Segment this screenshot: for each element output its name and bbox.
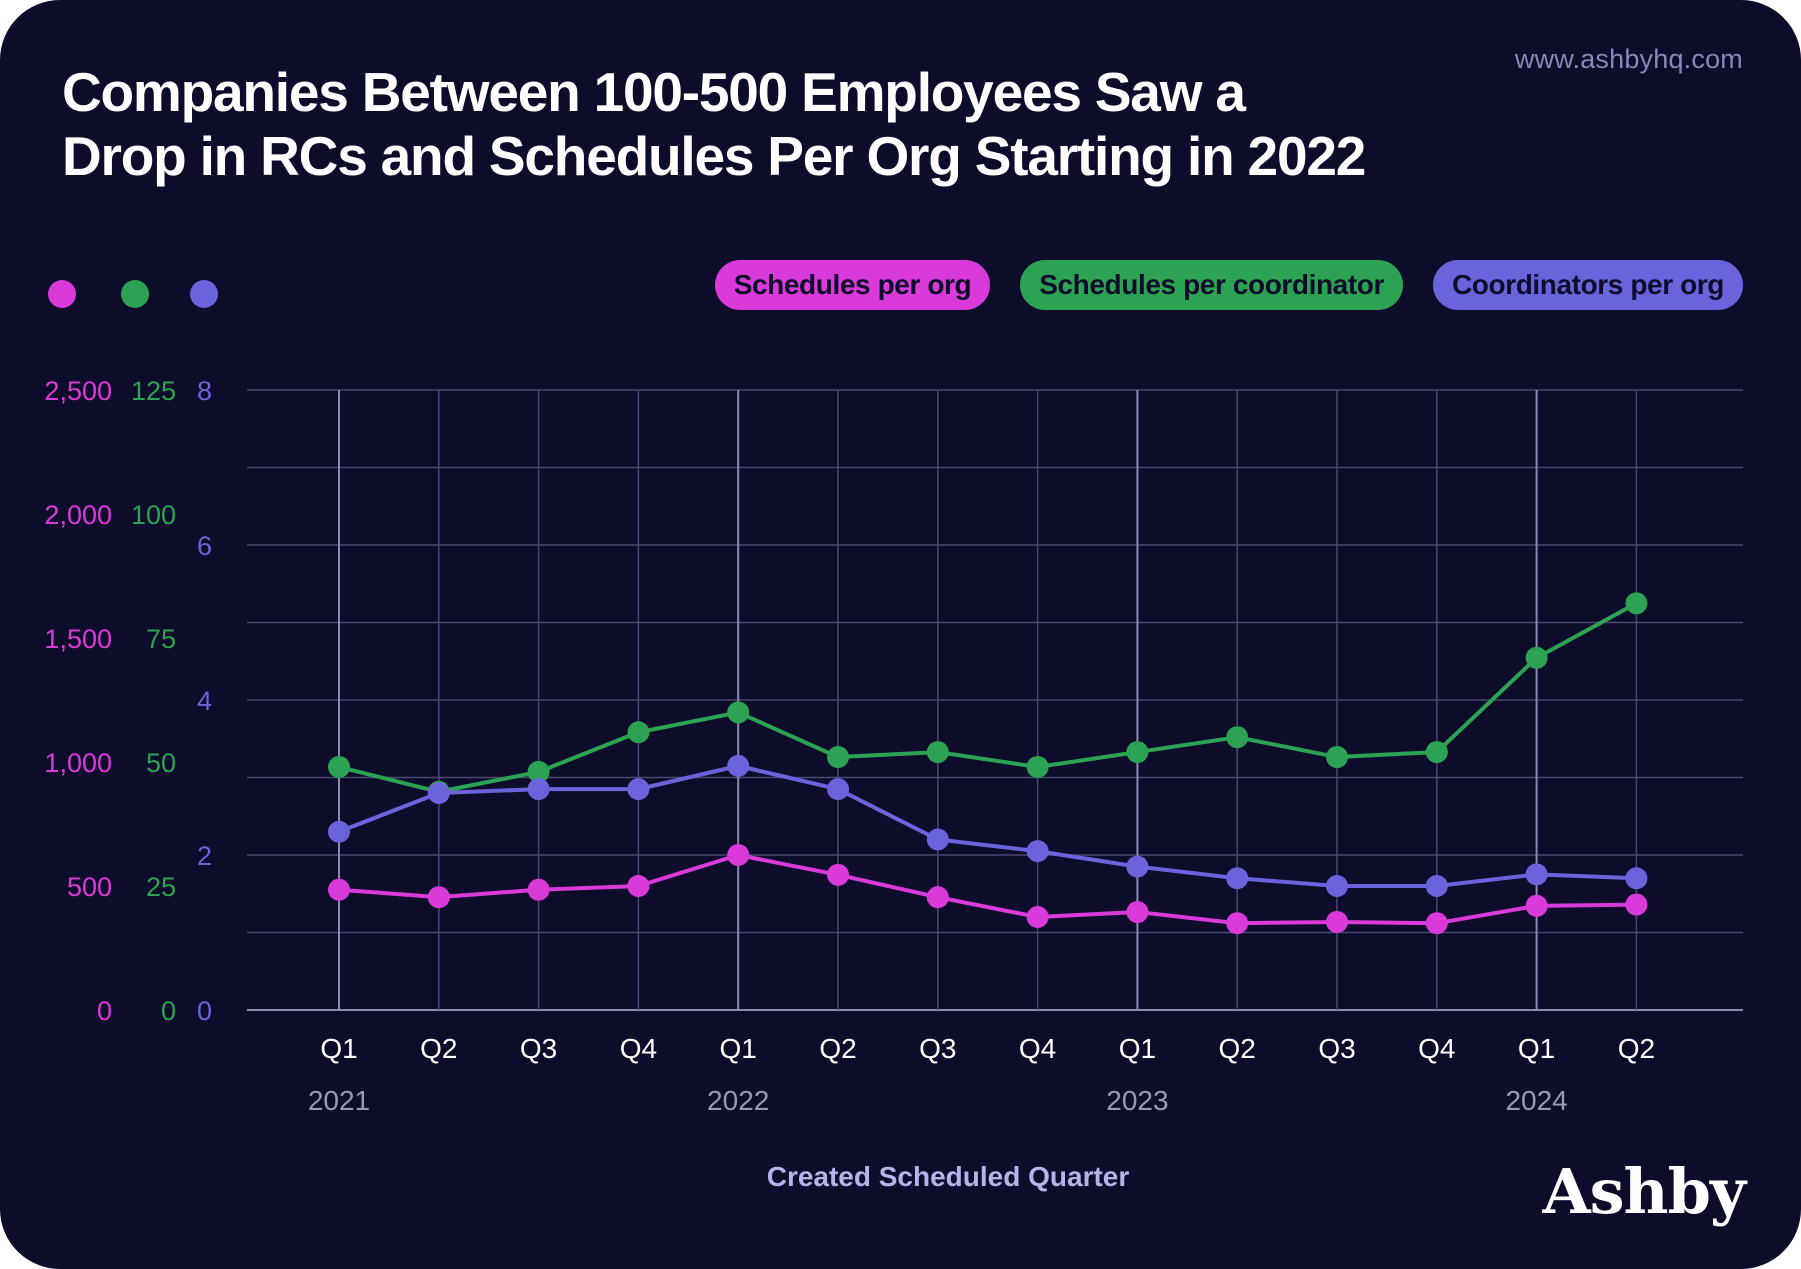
data-point-series-3 xyxy=(1525,863,1548,886)
data-point-series-3 xyxy=(727,754,750,777)
data-point-series-3 xyxy=(627,778,650,801)
y-tick-label-axis-2: 125 xyxy=(131,376,176,406)
y-tick-label-axis-3: 2 xyxy=(197,841,212,871)
y-tick-label-axis-3: 6 xyxy=(197,531,212,561)
y-tick-label-axis-3: 0 xyxy=(197,996,212,1026)
data-point-series-3 xyxy=(1625,867,1648,890)
x-tick-label: Q3 xyxy=(919,1033,956,1064)
data-point-series-3 xyxy=(527,778,550,801)
y-tick-label-axis-2: 25 xyxy=(146,872,176,902)
legend: Schedules per org Schedules per coordina… xyxy=(714,260,1743,310)
axis-color-dot-schedules-per-org xyxy=(48,280,76,308)
x-tick-label: Q2 xyxy=(819,1033,856,1064)
data-point-series-3 xyxy=(827,778,849,801)
y-tick-label-axis-2: 75 xyxy=(146,624,176,654)
data-point-series-1 xyxy=(1525,894,1548,917)
x-tick-label: Q4 xyxy=(1019,1033,1056,1064)
data-point-series-1 xyxy=(328,878,350,901)
x-tick-label: Q2 xyxy=(420,1033,457,1064)
data-point-series-2 xyxy=(1525,646,1548,669)
x-tick-label: Q1 xyxy=(320,1033,357,1064)
y-tick-label-axis-1: 2,000 xyxy=(44,500,112,530)
data-point-series-3 xyxy=(1425,875,1448,897)
data-point-series-2 xyxy=(926,741,949,764)
data-point-series-2 xyxy=(727,701,750,724)
legend-coordinators-per-org[interactable]: Coordinators per org xyxy=(1432,260,1743,310)
x-tick-label: Q3 xyxy=(520,1033,557,1064)
data-point-series-1 xyxy=(1026,906,1049,928)
chart-title-line-1: Companies Between 100-500 Employees Saw … xyxy=(62,61,1246,123)
data-point-series-1 xyxy=(427,886,450,909)
data-point-series-2 xyxy=(1425,741,1448,764)
axis-color-dot-coordinators-per-org xyxy=(190,280,218,308)
legend-schedules-per-coordinator[interactable]: Schedules per coordinator xyxy=(1020,260,1403,310)
data-point-series-1 xyxy=(926,886,949,909)
series-line-1 xyxy=(338,853,1637,926)
y-tick-label-axis-3: 4 xyxy=(197,686,212,716)
x-tick-label: Q4 xyxy=(620,1033,657,1064)
x-tick-label: Q3 xyxy=(1318,1033,1355,1064)
data-point-series-3 xyxy=(1126,855,1149,878)
y-tick-label-axis-1: 0 xyxy=(97,996,112,1026)
data-point-series-1 xyxy=(627,875,650,897)
data-point-series-3 xyxy=(427,782,450,804)
axis-color-dot-schedules-per-coordinator xyxy=(121,280,149,308)
x-year-label: 2021 xyxy=(308,1085,370,1116)
data-point-series-1 xyxy=(1226,912,1249,935)
legend-schedules-per-org[interactable]: Schedules per org xyxy=(714,260,991,310)
data-point-series-2 xyxy=(1126,741,1149,764)
data-point-series-3 xyxy=(926,828,949,851)
series-line-2 xyxy=(338,601,1638,794)
data-point-series-1 xyxy=(527,878,550,901)
site-url[interactable]: www.ashbyhq.com xyxy=(1514,44,1743,74)
data-point-series-2 xyxy=(1026,755,1049,778)
y-tick-label-axis-1: 1,000 xyxy=(44,748,112,778)
y-tick-label-axis-2: 100 xyxy=(131,500,176,530)
x-tick-label: Q1 xyxy=(720,1033,757,1064)
ashby-logo: Ashby xyxy=(1542,1155,1746,1228)
data-point-series-2 xyxy=(827,746,849,769)
y-tick-label-axis-1: 2,500 xyxy=(44,376,112,406)
x-tick-label: Q1 xyxy=(1518,1033,1555,1064)
x-year-label: 2023 xyxy=(1106,1085,1168,1116)
y-tick-label-axis-2: 0 xyxy=(161,996,176,1026)
data-point-series-2 xyxy=(1625,592,1648,615)
data-point-series-1 xyxy=(1326,910,1348,933)
chart-title: Companies Between 100-500 Employees Saw … xyxy=(62,60,1462,188)
data-point-series-2 xyxy=(627,721,650,744)
data-point-series-2 xyxy=(1326,746,1348,769)
data-point-series-3 xyxy=(328,820,350,843)
data-point-series-3 xyxy=(1326,875,1348,897)
x-year-label: 2024 xyxy=(1505,1085,1567,1116)
data-point-series-3 xyxy=(1026,840,1049,863)
data-point-series-2 xyxy=(527,760,550,783)
y-tick-label-axis-3: 8 xyxy=(197,376,212,406)
data-point-series-1 xyxy=(827,863,849,886)
x-tick-label: Q2 xyxy=(1618,1033,1655,1064)
data-point-series-1 xyxy=(1425,912,1448,935)
data-point-series-3 xyxy=(1226,867,1249,890)
data-point-series-1 xyxy=(1126,901,1149,924)
y-tick-label-axis-1: 500 xyxy=(67,872,112,902)
y-tick-label-axis-1: 1,500 xyxy=(44,624,112,654)
x-tick-label: Q2 xyxy=(1219,1033,1256,1064)
x-tick-label: Q4 xyxy=(1418,1033,1455,1064)
x-tick-label: Q1 xyxy=(1119,1033,1156,1064)
chart-title-line-2: Drop in RCs and Schedules Per Org Starti… xyxy=(62,125,1366,187)
data-point-series-1 xyxy=(1625,893,1648,916)
series-line-3 xyxy=(338,763,1637,888)
x-year-label: 2022 xyxy=(707,1085,769,1116)
data-point-series-2 xyxy=(328,755,350,778)
x-axis-label: Created Scheduled Quarter xyxy=(767,1161,1130,1192)
y-tick-label-axis-2: 50 xyxy=(146,748,176,778)
data-point-series-1 xyxy=(727,844,750,866)
data-point-series-2 xyxy=(1226,726,1249,749)
